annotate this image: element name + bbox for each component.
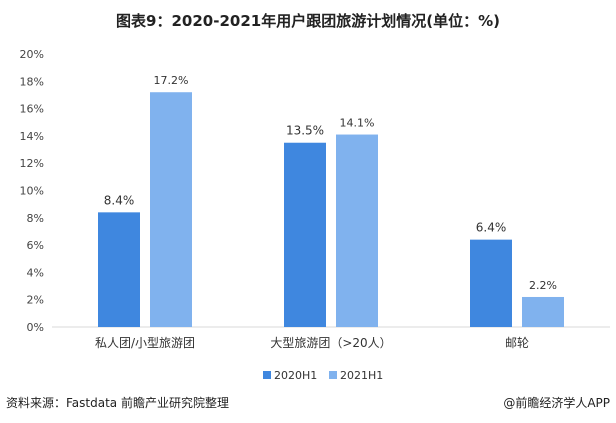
y-tick-label: 14%: [20, 130, 44, 143]
credit-note: @前瞻经济学人APP: [503, 396, 610, 410]
bar-2021H1: [522, 296, 564, 327]
bar-2020H1: [470, 239, 512, 327]
bar-2020H1: [284, 142, 326, 327]
data-label: 13.5%: [286, 124, 324, 138]
legend-swatch: [329, 371, 337, 379]
y-tick-label: 0%: [27, 321, 44, 334]
y-tick-label: 2%: [27, 294, 44, 307]
y-tick-label: 10%: [20, 185, 44, 198]
bar-2021H1: [150, 92, 192, 327]
x-tick-label: 邮轮: [505, 336, 529, 350]
data-label: 17.2%: [154, 74, 189, 87]
legend-label: 2020H1: [274, 369, 317, 382]
x-tick-label: 私人团/小型旅游团: [95, 336, 195, 350]
bar-2020H1: [98, 212, 140, 327]
chart-title: 图表9：2020-2021年用户跟团旅游计划情况(单位：%): [116, 12, 500, 30]
y-tick-label: 20%: [20, 48, 44, 61]
source-note: 资料来源：Fastdata 前瞻产业研究院整理: [6, 396, 229, 410]
y-tick-label: 16%: [20, 103, 44, 116]
y-tick-label: 8%: [27, 212, 44, 225]
legend-label: 2021H1: [340, 369, 383, 382]
y-tick-label: 12%: [20, 157, 44, 170]
bar-2021H1: [336, 134, 378, 327]
x-tick-label: 大型旅游团（>20人）: [270, 336, 391, 350]
y-tick-label: 18%: [20, 75, 44, 88]
y-tick-label: 6%: [27, 239, 44, 252]
data-label: 8.4%: [104, 193, 135, 207]
data-label: 14.1%: [340, 117, 375, 130]
data-label: 6.4%: [476, 221, 507, 235]
data-label: 2.2%: [529, 279, 557, 292]
legend-swatch: [263, 371, 271, 379]
y-tick-label: 4%: [27, 266, 44, 279]
